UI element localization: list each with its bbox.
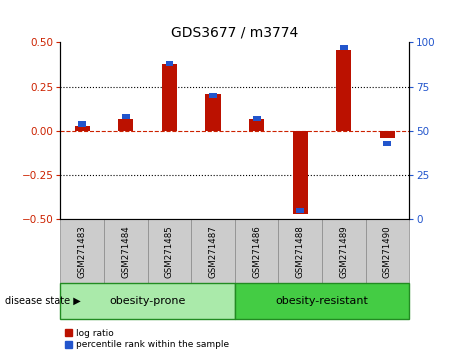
Legend: log ratio, percentile rank within the sample: log ratio, percentile rank within the sa… [65,329,229,349]
Bar [336,50,352,131]
Text: GSM271487: GSM271487 [208,225,218,278]
Bar [279,219,322,283]
Text: GSM271485: GSM271485 [165,225,174,278]
Bar [365,219,409,283]
Text: obesity-resistant: obesity-resistant [276,296,368,306]
Bar [249,119,264,131]
Bar [340,45,348,51]
Bar [296,208,304,213]
Bar [60,283,235,319]
Bar [292,131,308,214]
Bar [74,126,90,131]
Bar [384,141,392,146]
Text: obesity-prone: obesity-prone [109,296,186,306]
Bar [166,61,173,67]
Text: GSM271484: GSM271484 [121,225,130,278]
Text: GSM271483: GSM271483 [78,225,87,278]
Text: GSM271489: GSM271489 [339,225,348,278]
Bar [252,116,260,121]
Bar [122,114,130,120]
Bar [104,219,147,283]
Title: GDS3677 / m3774: GDS3677 / m3774 [171,26,299,40]
Bar [60,219,104,283]
Text: GSM271488: GSM271488 [296,225,305,278]
Text: GSM271490: GSM271490 [383,225,392,278]
Bar [209,93,217,98]
Bar [162,64,177,131]
Text: disease state ▶: disease state ▶ [5,296,80,306]
Bar [118,119,133,131]
Bar [78,121,86,127]
Bar [191,219,235,283]
Bar [206,94,221,131]
Bar [380,131,395,138]
Bar [235,219,279,283]
Bar [322,219,365,283]
Bar [148,219,191,283]
Text: GSM271486: GSM271486 [252,225,261,278]
Bar [235,283,409,319]
